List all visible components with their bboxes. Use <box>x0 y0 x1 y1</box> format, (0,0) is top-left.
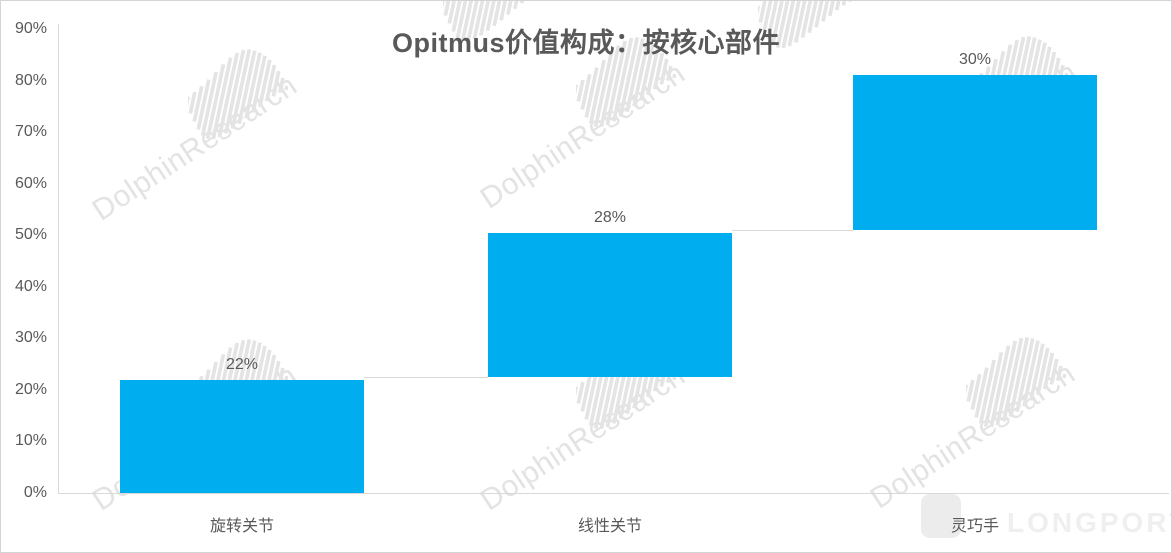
dolphin-logo-icon <box>439 1 543 46</box>
dolphin-logo-icon <box>754 1 858 53</box>
bar-0 <box>120 379 364 493</box>
dolphin-logo-icon <box>962 332 1067 432</box>
connector-line <box>732 230 853 232</box>
y-axis-line <box>58 24 59 493</box>
x-axis-line <box>58 493 1169 494</box>
bar-2 <box>853 75 1097 231</box>
connector-line <box>364 377 488 378</box>
dolphin-logo-icon <box>184 44 289 144</box>
bar-1 <box>488 232 732 377</box>
longport-brand-text: LONGPORT <box>1007 507 1172 538</box>
longport-logo-icon <box>921 494 961 538</box>
dolphin-logo-icon <box>572 32 677 132</box>
